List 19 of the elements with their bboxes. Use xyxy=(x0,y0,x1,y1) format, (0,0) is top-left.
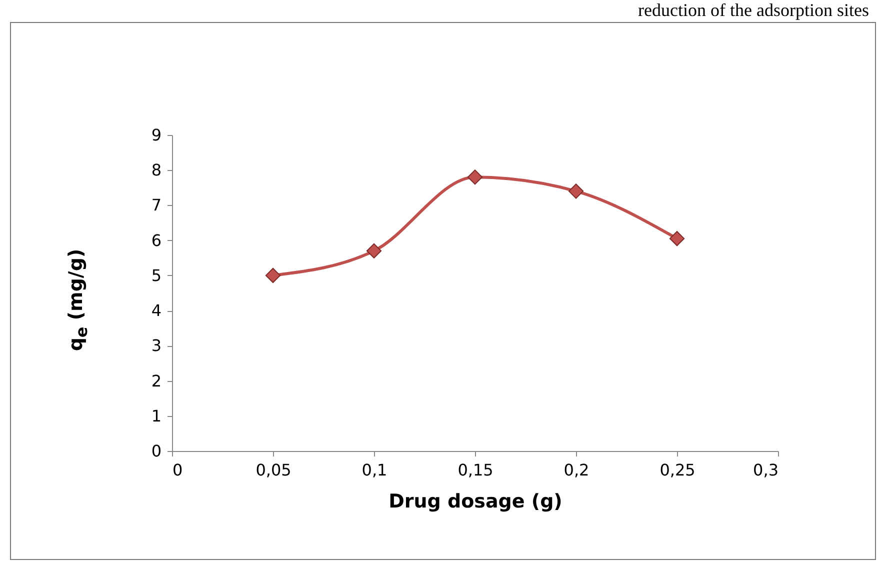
y-tick-label: 8 xyxy=(151,160,162,180)
y-tick-label: 4 xyxy=(151,301,162,320)
x-axis-title: Drug dosage (g) xyxy=(388,490,562,512)
x-tick-label: 0,3 xyxy=(753,460,778,480)
x-tick-label: 0 xyxy=(172,460,183,480)
y-tick-label: 7 xyxy=(151,196,162,215)
y-tick-label: 0 xyxy=(151,442,162,460)
y-tick-label: 6 xyxy=(151,230,162,250)
x-tick-label: 0,2 xyxy=(564,460,590,480)
x-tick-label: 0,25 xyxy=(660,460,696,480)
y-tick-label: 5 xyxy=(151,266,162,285)
x-tick-label: 0,15 xyxy=(458,460,494,480)
y-tick-label: 2 xyxy=(151,371,162,390)
x-tick-label: 0,05 xyxy=(256,460,292,480)
x-tick-label: 0,1 xyxy=(362,460,388,480)
text: reduction of the adsorption sites xyxy=(638,0,869,21)
y-tick-label: 1 xyxy=(151,406,162,426)
y-tick-label: 3 xyxy=(151,336,162,356)
y-tick-label: 9 xyxy=(151,126,162,144)
